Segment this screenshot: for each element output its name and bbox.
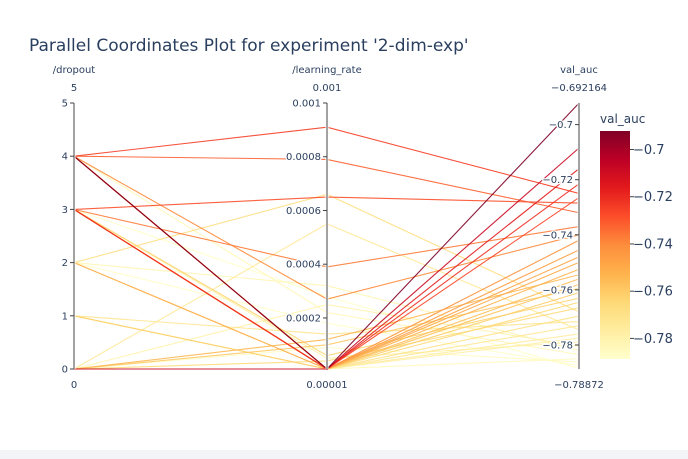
axis-range-min-label: 0 [71, 380, 77, 391]
axis-tick-label: 2 [62, 258, 68, 269]
axis-range-max-label: 0.001 [313, 83, 342, 94]
axis-range-min-label: −0.78872 [554, 380, 604, 391]
axis-range-min-label: 0.00001 [306, 380, 347, 391]
bottom-strip [0, 450, 688, 459]
axis-range-max-label: 5 [71, 83, 77, 94]
axis-tick-label: −0.76 [542, 285, 573, 296]
colorbar-title: val_auc [600, 112, 645, 126]
colorbar-tick-label: −0.78 [633, 332, 673, 347]
chart-title: Parallel Coordinates Plot for experiment… [29, 36, 469, 56]
axis-label: /dropout [53, 65, 96, 76]
axis-learning_rate: /learning_rate 0.001 0.00001 0.001 0.0008 0.0… [285, 65, 362, 391]
axis-tick-label: −0.72 [542, 175, 573, 186]
colorbar: val_auc −0.7 −0.72 −0.74 −0.76 −0.78 [600, 112, 673, 359]
axis-range-max-label: −0.692164 [551, 83, 607, 94]
axis-tick-label: 0.0008 [286, 152, 321, 163]
axis-dropout: /dropout 5 0 5 4 3 2 1 0 [53, 65, 96, 391]
axis-label: /learning_rate [292, 65, 361, 76]
axis-label: val_auc [560, 65, 598, 76]
axis-tick-label: 0.0002 [286, 313, 321, 324]
axis-tick-label: 0 [62, 365, 68, 376]
axis-val_auc: val_auc −0.692164 −0.78872 −0.7 −0.72 −0.74 −0… [541, 65, 607, 391]
colorbar-tick-label: −0.7 [633, 143, 665, 158]
axis-tick-label: −0.74 [542, 230, 573, 241]
axis-tick-label: 4 [62, 152, 68, 163]
axis-tick-label: 0.0004 [286, 260, 321, 271]
colorbar-tick-label: −0.72 [633, 190, 673, 205]
colorbar-tick-label: −0.76 [633, 285, 673, 300]
colorbar-gradient [600, 131, 630, 359]
axis-tick-label: −0.78 [542, 340, 573, 351]
axis-tick-label: 0.0006 [286, 206, 321, 217]
colorbar-tick-label: −0.74 [633, 237, 673, 252]
axis-tick-label: 3 [62, 205, 68, 216]
axis-tick-label: 5 [62, 99, 68, 110]
axis-tick-label: −0.7 [549, 120, 573, 131]
colorbar-ticks: −0.7 −0.72 −0.74 −0.76 −0.78 [630, 143, 673, 347]
axis-tick-label: 0.001 [292, 99, 321, 110]
axis-tick-label: 1 [62, 311, 68, 322]
axes: /dropout 5 0 5 4 3 2 1 0/learning_rate 0.001 0.000… [53, 65, 607, 391]
